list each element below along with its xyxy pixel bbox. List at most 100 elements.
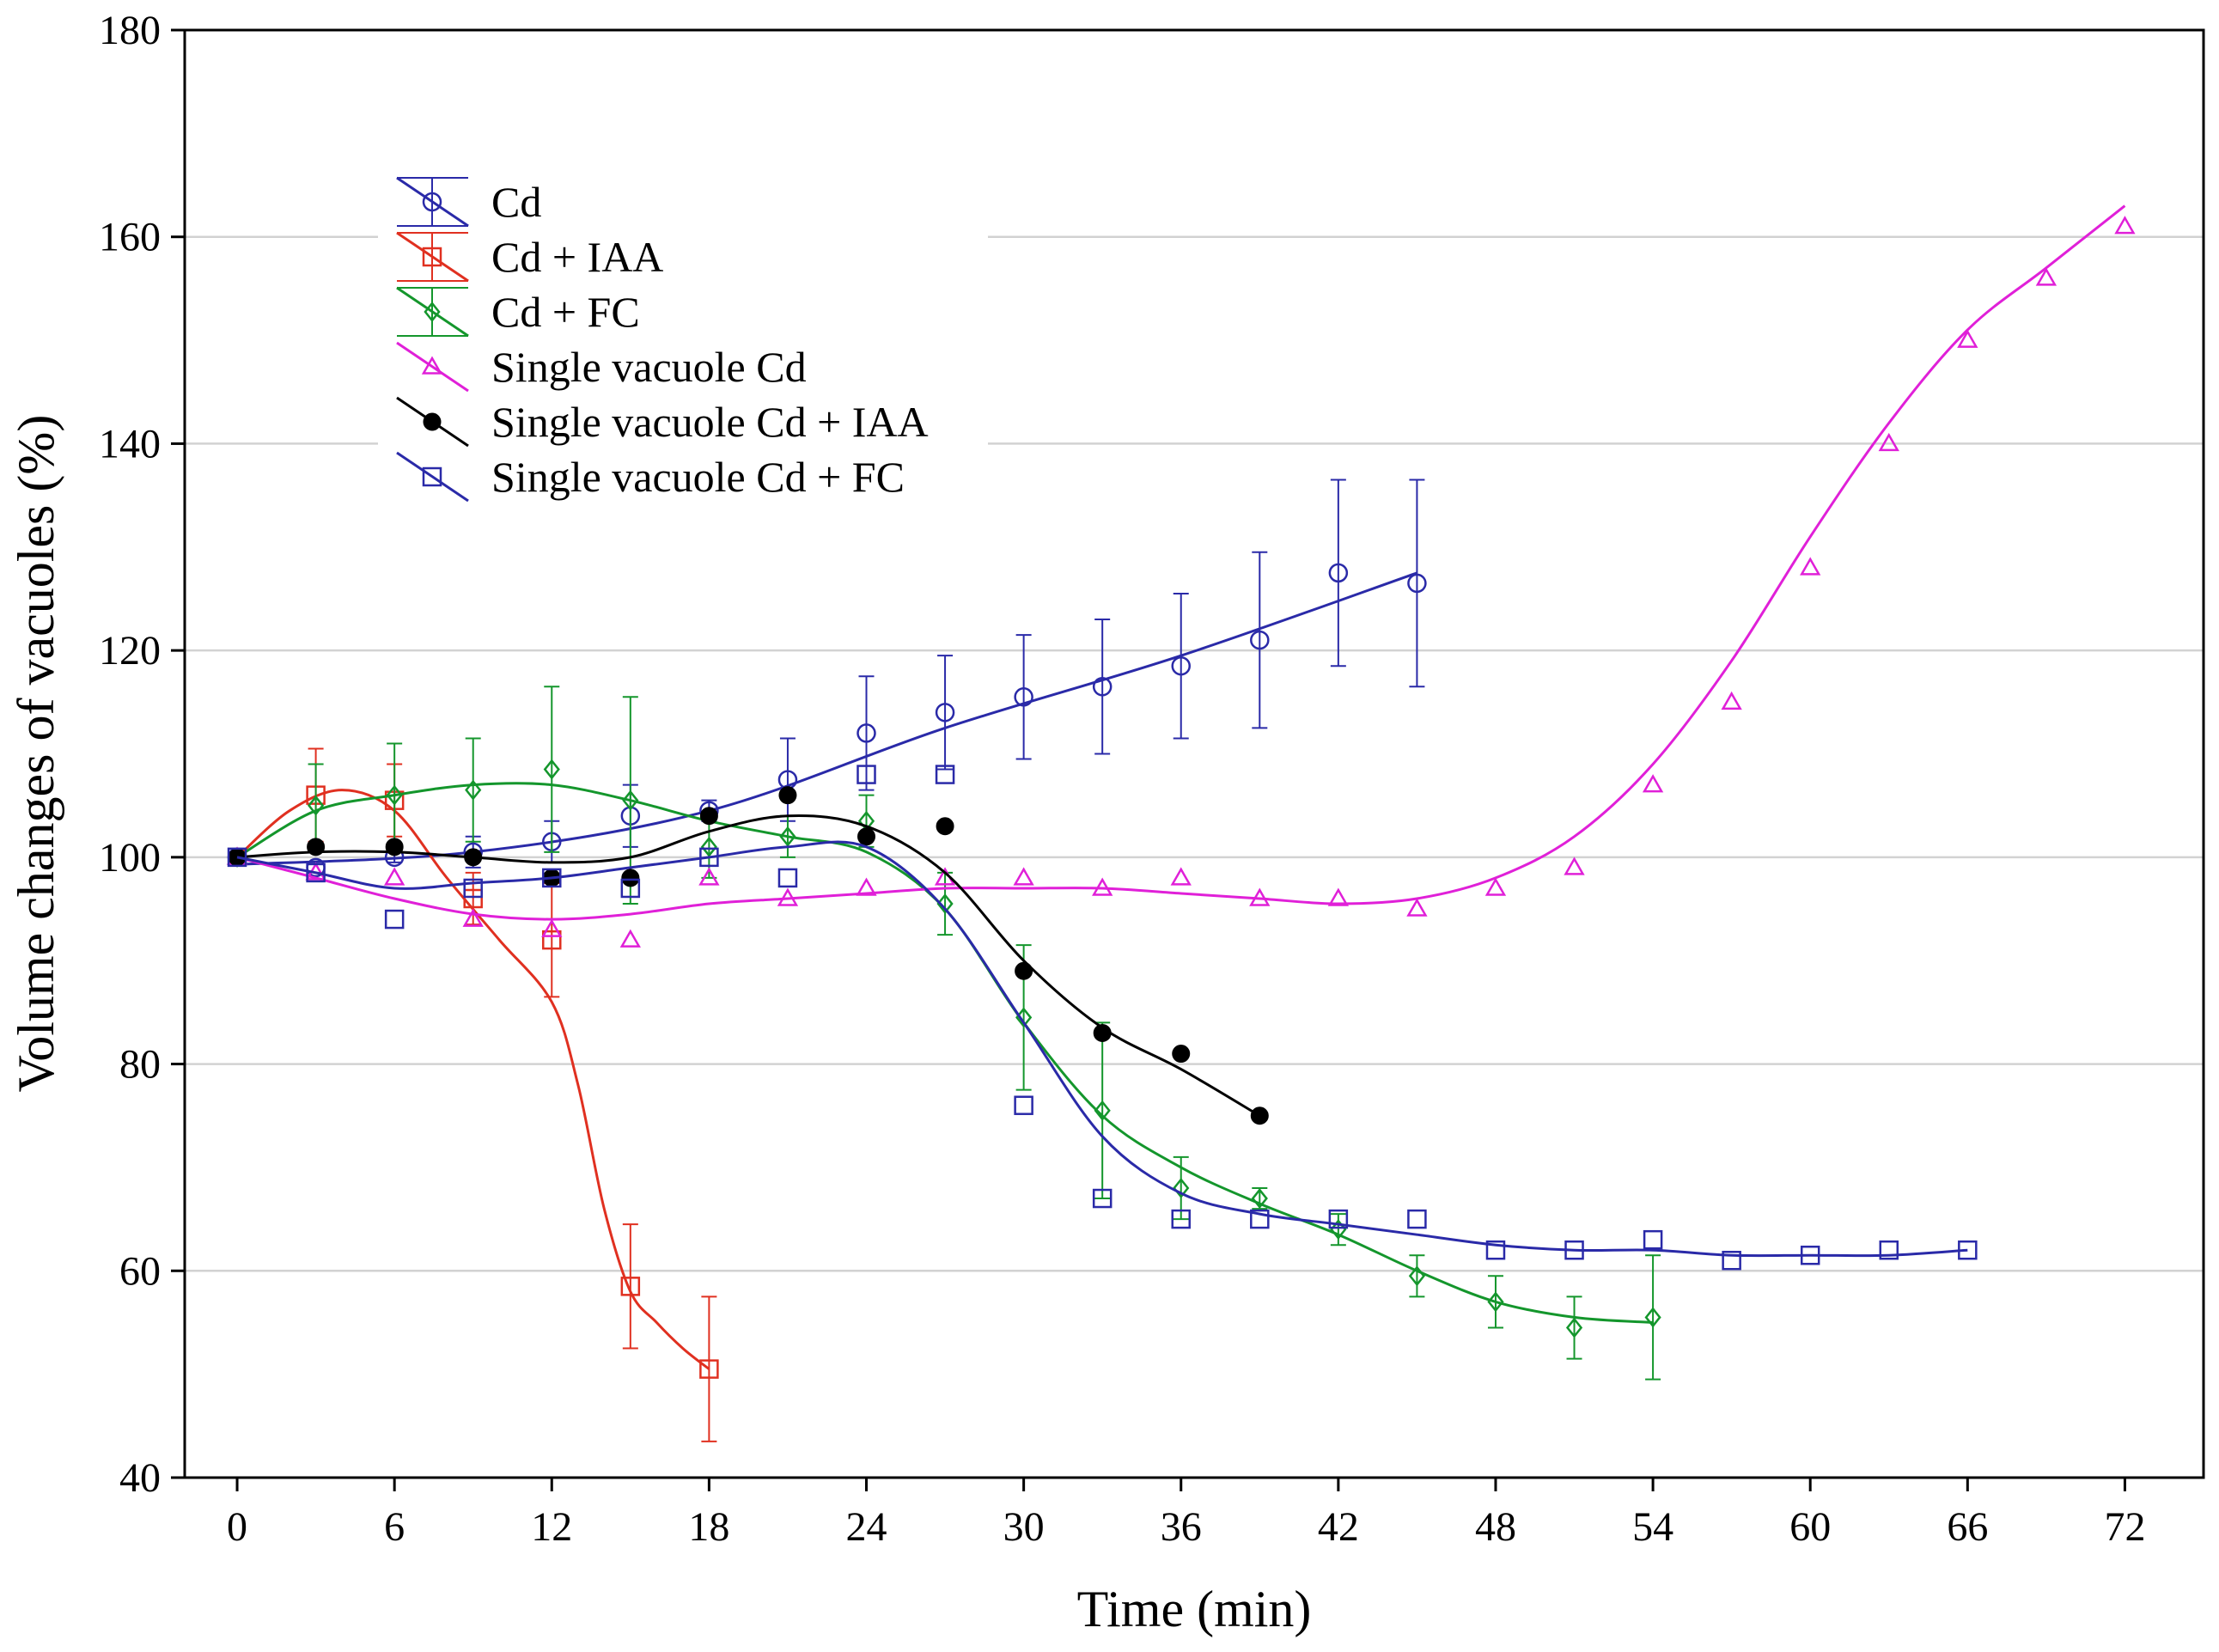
x-tick-label: 72 [2104, 1504, 2145, 1550]
legend: Cd Cd + IAA Cd + FC Single vacuole Cd Single… [378, 168, 988, 503]
legend-label: Single vacuole Cd + IAA [491, 398, 929, 446]
data-point [1092, 877, 1113, 896]
data-point [384, 867, 405, 886]
x-tick-label: 30 [1003, 1504, 1045, 1550]
data-point [541, 918, 563, 937]
data-point [543, 759, 560, 780]
legend-label: Cd + IAA [491, 233, 663, 281]
data-point [1565, 1317, 1583, 1338]
series-single-vacuole-cd-fc [227, 765, 1978, 1271]
data-point [1173, 1177, 1190, 1199]
data-point [1330, 1219, 1347, 1241]
data-point [1092, 1188, 1113, 1209]
data-point [1485, 1240, 1506, 1260]
data-point [700, 836, 717, 857]
data-point [1014, 1095, 1033, 1115]
data-point [1564, 856, 1585, 875]
data-point [1800, 1245, 1820, 1265]
legend-item: Cd + IAA [396, 231, 663, 283]
data-point [777, 887, 799, 906]
legend-marker [422, 466, 442, 487]
data-point [1170, 867, 1192, 886]
series-layer [226, 204, 2136, 1442]
legend-label: Single vacuole Cd [491, 343, 807, 391]
data-point [699, 847, 719, 868]
legend-line [396, 451, 469, 503]
x-tick-label: 36 [1161, 1504, 1202, 1550]
legend-marker [422, 247, 442, 267]
series-cd-iaa [236, 747, 719, 1442]
data-point [542, 930, 562, 950]
data-point [1722, 1251, 1741, 1271]
y-tick-label: 140 [99, 421, 161, 466]
data-point [779, 826, 796, 847]
data-point [1249, 887, 1271, 906]
data-point [1879, 1240, 1899, 1260]
data-point [622, 789, 639, 811]
data-point [1015, 961, 1033, 980]
y-tick-label: 180 [99, 8, 161, 53]
legend-label: Cd + FC [491, 288, 640, 336]
data-point [542, 868, 562, 888]
data-point [1171, 655, 1191, 676]
data-point [1878, 432, 1899, 452]
data-point [1013, 867, 1034, 886]
legend-item: Single vacuole Cd + FC [396, 451, 905, 503]
x-tick-label: 12 [531, 1504, 572, 1550]
legend-marker [421, 356, 443, 375]
data-point [1407, 1209, 1427, 1229]
x-axis-title: Time (min) [1077, 1581, 1312, 1637]
data-point [1643, 1229, 1663, 1250]
y-tick-label: 60 [119, 1248, 161, 1294]
x-tick-label: 54 [1632, 1504, 1673, 1550]
data-point [386, 784, 403, 806]
series-single-vacuole-cd-iaa [228, 786, 1269, 1125]
data-point [935, 703, 955, 722]
data-point [462, 908, 484, 927]
legend-label: Cd [491, 178, 541, 226]
legend-marker [422, 192, 442, 212]
data-point [777, 868, 798, 888]
data-point [1800, 557, 1821, 576]
data-point [699, 1359, 719, 1379]
data-point [463, 888, 483, 909]
x-tick-label: 24 [846, 1504, 887, 1550]
plot-frame [183, 28, 2205, 1479]
data-point [2114, 216, 2136, 235]
data-point [1250, 1106, 1269, 1125]
y-tick-label: 120 [99, 628, 161, 674]
data-point [1407, 573, 1427, 594]
data-point [1644, 1307, 1661, 1328]
data-point [1484, 877, 1507, 896]
x-tick-label: 66 [1947, 1504, 1988, 1550]
data-point [698, 867, 720, 886]
data-point [384, 909, 405, 930]
x-tick-label: 48 [1475, 1504, 1516, 1550]
legend-item: Cd [396, 176, 541, 228]
data-point [699, 807, 718, 826]
data-point [1328, 1209, 1349, 1229]
data-point [857, 827, 876, 846]
data-point [1327, 887, 1350, 906]
data-point [307, 795, 325, 816]
data-point [936, 817, 954, 836]
x-tick-label: 42 [1318, 1504, 1359, 1550]
data-point [1250, 1209, 1270, 1229]
legend-background [378, 168, 988, 498]
data-point [227, 847, 247, 868]
axis-ticks: 0 6 12 18 24 30 36 42 48 54 60 66 72 40 60 80 100 120 140 1… [99, 8, 2145, 1550]
data-point [856, 877, 877, 896]
series-line [236, 204, 2126, 921]
x-tick-label: 0 [227, 1504, 247, 1550]
data-point [1092, 677, 1113, 697]
data-point [1957, 329, 1978, 348]
data-point [306, 863, 326, 883]
series-single-vacuole-cd [226, 204, 2136, 948]
data-point [620, 878, 641, 899]
x-tick-label: 6 [384, 1504, 405, 1550]
data-point [1642, 774, 1664, 793]
y-tick-label: 80 [119, 1042, 161, 1088]
data-point [621, 869, 640, 887]
